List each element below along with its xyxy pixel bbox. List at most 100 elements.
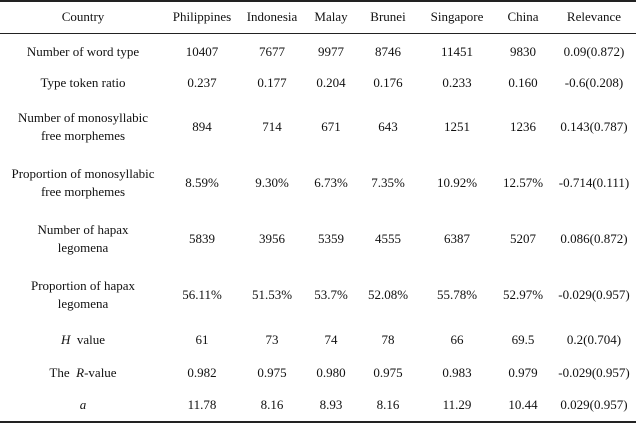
row-label: H value bbox=[0, 323, 166, 356]
table-cell: 0.237 bbox=[187, 74, 217, 90]
table-cell: 0.204 bbox=[316, 74, 346, 90]
table-cell: 4555 bbox=[375, 231, 401, 246]
table-cell: 53.7% bbox=[314, 287, 348, 302]
table-row: Number of word type 10407 7677 9977 8746… bbox=[0, 33, 636, 66]
table-cell: 0.983 bbox=[442, 364, 472, 380]
table-cell: 5839 bbox=[189, 231, 215, 246]
table-cell: 55.78% bbox=[436, 287, 478, 302]
row-label: Number of hapax legomena bbox=[0, 211, 166, 267]
row-label-line: Number of hapax bbox=[37, 222, 129, 237]
table-cell: -0.029(0.957) bbox=[558, 364, 630, 380]
table-cell: 6387 bbox=[444, 231, 470, 246]
table-cell: -0.6(0.208) bbox=[564, 74, 624, 90]
table-row: Number of hapax legomena 5839 3956 5359 4… bbox=[0, 211, 636, 267]
header-china: China bbox=[494, 0, 552, 34]
table-cell: 0.143(0.787) bbox=[560, 119, 628, 134]
table-cell: 6.73% bbox=[314, 175, 348, 190]
table-cell: 69.5 bbox=[511, 331, 535, 347]
table-cell: 671 bbox=[321, 119, 341, 134]
table-cell: 10407 bbox=[185, 43, 219, 59]
row-label: Type token ratio bbox=[40, 74, 126, 90]
row-label: Proportion of monosyllabic free morphemes bbox=[0, 155, 166, 211]
table-cell: 12.57% bbox=[502, 175, 544, 190]
table-cell: 73 bbox=[265, 331, 279, 347]
table-cell: 3956 bbox=[259, 231, 285, 246]
row-label-line: free morphemes bbox=[40, 184, 126, 199]
table-cell: 8.93 bbox=[306, 389, 356, 423]
table-cell: 61 bbox=[195, 331, 209, 347]
table-cell: 0.177 bbox=[257, 74, 287, 90]
row-label-text: The bbox=[49, 364, 70, 380]
row-label-line: free morphemes bbox=[40, 128, 126, 143]
table-cell: 0.975 bbox=[257, 364, 287, 380]
table-cell: 56.11% bbox=[182, 287, 222, 302]
table-cell: 10.92% bbox=[436, 175, 478, 190]
table-row: The R-value 0.982 0.975 0.980 0.975 0.98… bbox=[0, 356, 636, 389]
header-country: Country bbox=[0, 0, 166, 34]
table-row: Proportion of hapax legomena 56.11% 51.53… bbox=[0, 267, 636, 323]
row-label-text: -value bbox=[84, 364, 117, 380]
table-cell: 0.086(0.872) bbox=[560, 231, 628, 246]
table-cell: 78 bbox=[381, 331, 395, 347]
row-label-symbol: R bbox=[76, 364, 85, 380]
table-cell: 0.982 bbox=[187, 364, 217, 380]
table-cell: 894 bbox=[192, 119, 212, 134]
table-cell: 8.59% bbox=[185, 175, 219, 190]
table-row: a 11.78 8.16 8.93 8.16 11.29 10.44 0.029… bbox=[0, 389, 636, 423]
table-cell: 0.09(0.872) bbox=[563, 43, 625, 59]
row-label: a bbox=[0, 389, 166, 423]
table-cell: 9830 bbox=[510, 43, 536, 59]
row-label-symbol: a bbox=[79, 397, 87, 412]
table-cell: 5359 bbox=[318, 231, 344, 246]
table-cell: 11.29 bbox=[420, 389, 494, 423]
table-cell: 5207 bbox=[510, 231, 536, 246]
header-relevance: Relevance bbox=[552, 0, 636, 34]
table-cell: 0.2(0.704) bbox=[566, 331, 622, 347]
table-row: H value 61 73 74 78 66 69.5 0.2(0.704) bbox=[0, 323, 636, 356]
table-cell: 51.53% bbox=[251, 287, 293, 302]
table-cell: 0.176 bbox=[373, 74, 403, 90]
table-cell: 52.97% bbox=[502, 287, 544, 302]
table-cell: 7677 bbox=[259, 43, 285, 59]
header-brunei: Brunei bbox=[356, 0, 420, 34]
table-cell: 1236 bbox=[510, 119, 536, 134]
table-cell: 7.35% bbox=[371, 175, 405, 190]
table-cell: 8.16 bbox=[356, 389, 420, 423]
table-row: Proportion of monosyllabic free morphemes… bbox=[0, 155, 636, 211]
table-cell: 9.30% bbox=[255, 175, 289, 190]
table-cell: 714 bbox=[262, 119, 282, 134]
table-cell: 1251 bbox=[444, 119, 470, 134]
table-cell: 0.980 bbox=[316, 364, 346, 380]
table-cell: 66 bbox=[450, 331, 464, 347]
row-label-text: value bbox=[76, 331, 106, 347]
row-label-line: legomena bbox=[57, 296, 109, 311]
table-cell: 11.78 bbox=[166, 389, 238, 423]
table-cell: 74 bbox=[324, 331, 338, 347]
table-cell: 10.44 bbox=[494, 389, 552, 423]
row-label-line: Proportion of hapax bbox=[31, 278, 135, 293]
header-row: Country Philippines Indonesia Malay Brun… bbox=[0, 0, 636, 34]
table-cell: 9977 bbox=[318, 43, 344, 59]
table-cell: 0.029(0.957) bbox=[552, 389, 636, 423]
table-cell: -0.029(0.957) bbox=[558, 287, 630, 302]
table-cell: 0.979 bbox=[508, 364, 538, 380]
row-label-line: legomena bbox=[57, 240, 109, 255]
table-row: Number of monosyllabic free morphemes 894… bbox=[0, 99, 636, 155]
table-cell: 11451 bbox=[440, 43, 474, 59]
table-cell: 643 bbox=[378, 119, 398, 134]
row-label-line: Proportion of monosyllabic bbox=[11, 166, 155, 181]
header-indonesia: Indonesia bbox=[238, 0, 306, 34]
row-label-line: Number of monosyllabic bbox=[18, 110, 148, 125]
table-cell: 52.08% bbox=[367, 287, 409, 302]
row-label: Number of word type bbox=[26, 43, 140, 59]
table-cell: -0.714(0.111) bbox=[558, 175, 630, 190]
row-label: Proportion of hapax legomena bbox=[0, 267, 166, 323]
table-cell: 0.160 bbox=[508, 74, 538, 90]
header-singapore: Singapore bbox=[420, 0, 494, 34]
table-cell: 8746 bbox=[375, 43, 401, 59]
data-table: Country Philippines Indonesia Malay Brun… bbox=[0, 0, 636, 423]
row-label: The R-value bbox=[0, 356, 166, 389]
row-label-symbol: H bbox=[60, 331, 71, 347]
table-cell: 0.975 bbox=[373, 364, 403, 380]
table-cell: 8.16 bbox=[238, 389, 306, 423]
